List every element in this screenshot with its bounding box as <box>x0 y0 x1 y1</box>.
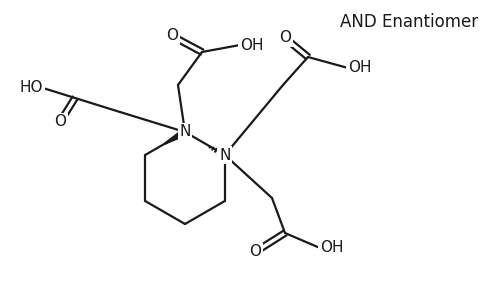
Text: O: O <box>54 115 66 130</box>
Text: O: O <box>279 31 291 46</box>
Text: N: N <box>180 124 190 140</box>
Text: AND Enantiomer: AND Enantiomer <box>340 13 478 31</box>
Text: N: N <box>219 148 230 163</box>
Text: O: O <box>166 28 178 44</box>
Polygon shape <box>165 129 187 144</box>
Text: HO: HO <box>20 80 43 95</box>
Text: OH: OH <box>320 241 344 256</box>
Text: OH: OH <box>348 61 372 76</box>
Text: OH: OH <box>240 38 264 52</box>
Text: O: O <box>249 244 261 260</box>
